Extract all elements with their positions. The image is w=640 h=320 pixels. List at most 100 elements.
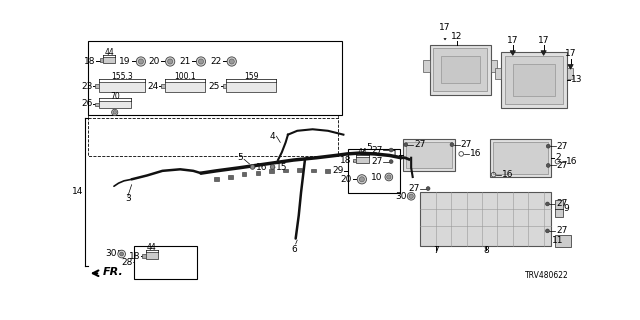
Text: 17: 17 (507, 36, 518, 44)
Bar (95, 84, 99, 88)
Text: 17: 17 (538, 36, 549, 44)
Text: 18: 18 (84, 57, 95, 66)
Bar (88, 118, 338, 156)
Text: 18: 18 (129, 252, 140, 261)
Text: 16: 16 (255, 163, 267, 172)
Text: 11: 11 (552, 236, 563, 245)
Bar (406, 141, 452, 168)
Text: 27: 27 (557, 142, 568, 151)
Polygon shape (568, 65, 573, 69)
Circle shape (111, 109, 118, 116)
Bar (103, 57, 115, 63)
Bar (100, 59, 103, 62)
Bar (566, 68, 573, 79)
Text: 23: 23 (81, 82, 92, 91)
Text: 8: 8 (483, 246, 489, 255)
Text: 28: 28 (121, 258, 132, 267)
Text: 27: 27 (414, 140, 426, 149)
Text: 16: 16 (470, 149, 481, 158)
Text: 1: 1 (392, 150, 398, 159)
Text: FR.: FR. (102, 268, 123, 277)
Circle shape (545, 229, 549, 233)
Bar (311, 169, 316, 172)
Text: 18: 18 (340, 156, 352, 165)
Text: 22: 22 (211, 57, 221, 66)
Bar (492, 60, 497, 71)
Bar (134, 246, 197, 279)
Circle shape (450, 143, 454, 147)
Bar (269, 169, 274, 173)
Circle shape (166, 57, 175, 66)
Bar (433, 48, 488, 91)
Circle shape (357, 175, 367, 184)
Circle shape (250, 165, 255, 169)
Circle shape (120, 252, 124, 256)
Bar (99, 101, 131, 108)
Text: 7: 7 (433, 246, 438, 255)
Circle shape (136, 57, 145, 66)
Text: 17: 17 (439, 23, 451, 32)
Text: 9: 9 (564, 204, 570, 213)
Text: 17: 17 (564, 49, 576, 59)
Bar (223, 84, 227, 88)
Circle shape (547, 164, 550, 167)
Bar (297, 168, 302, 172)
Text: 15: 15 (276, 163, 287, 172)
Circle shape (389, 160, 393, 164)
Text: 29: 29 (332, 166, 344, 175)
Bar (555, 235, 570, 247)
Circle shape (198, 59, 204, 64)
Text: 12: 12 (451, 32, 462, 41)
Bar (161, 84, 164, 88)
Text: 27: 27 (556, 227, 567, 236)
Text: 16: 16 (566, 157, 577, 166)
Bar (429, 44, 492, 95)
Circle shape (385, 173, 393, 181)
Circle shape (270, 165, 275, 169)
Circle shape (196, 57, 205, 66)
Circle shape (229, 59, 234, 64)
Text: 100.1: 100.1 (174, 72, 196, 81)
Bar (420, 192, 551, 246)
Text: 19: 19 (120, 57, 131, 66)
Bar (403, 139, 455, 171)
Bar (353, 158, 356, 162)
Bar (227, 82, 276, 92)
Polygon shape (510, 51, 515, 55)
Text: 27: 27 (371, 157, 383, 166)
Bar (490, 139, 551, 177)
Text: 44: 44 (104, 48, 114, 57)
Circle shape (118, 250, 125, 258)
Bar (555, 200, 563, 217)
Text: 20: 20 (148, 57, 160, 66)
Bar (505, 56, 563, 104)
Bar (242, 172, 246, 176)
Bar (495, 68, 501, 79)
Bar (424, 60, 429, 71)
Circle shape (138, 59, 143, 64)
Circle shape (404, 143, 408, 147)
Circle shape (389, 148, 393, 152)
Bar (348, 148, 401, 193)
Text: 159: 159 (244, 72, 259, 81)
Circle shape (168, 59, 173, 64)
Text: 5: 5 (367, 143, 372, 152)
Text: 2: 2 (555, 153, 561, 162)
Text: 13: 13 (570, 76, 582, 84)
Bar (99, 82, 145, 92)
Bar (95, 103, 99, 106)
Text: 14: 14 (72, 187, 83, 196)
Text: 4: 4 (270, 132, 276, 141)
Text: 44: 44 (147, 243, 157, 252)
Circle shape (407, 192, 415, 200)
Text: 5: 5 (237, 153, 243, 162)
Bar (513, 64, 555, 96)
Circle shape (387, 175, 391, 179)
Bar (356, 157, 369, 163)
Circle shape (545, 202, 549, 206)
Text: TRV480622: TRV480622 (525, 271, 568, 280)
Bar (143, 254, 145, 258)
Text: 3: 3 (125, 194, 131, 203)
Text: 27: 27 (408, 184, 420, 193)
Circle shape (547, 144, 550, 148)
